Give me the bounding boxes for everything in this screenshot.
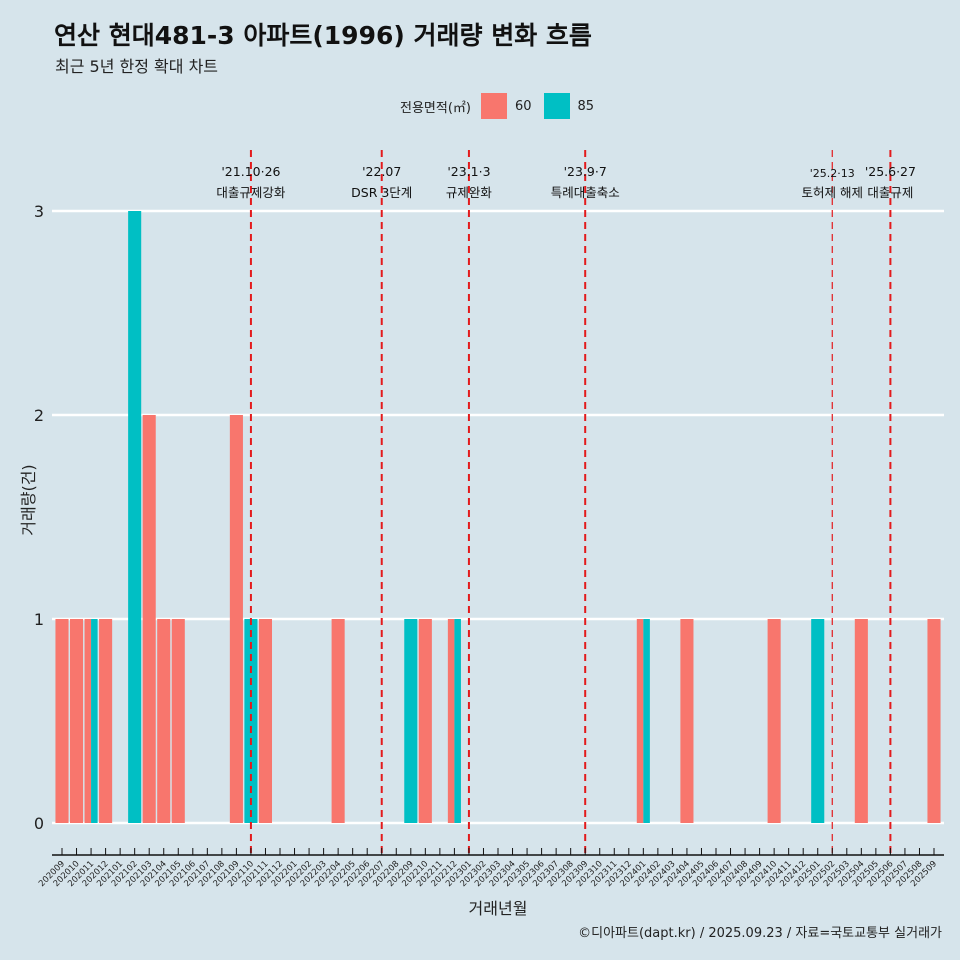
legend-title: 전용면적(㎡) — [400, 100, 471, 116]
bar-60 — [69, 619, 84, 823]
chart-title: 연산 현대481-3 아파트(1996) 거래량 변화 흐름 — [54, 21, 592, 50]
chart-subtitle: 최근 5년 한정 확대 차트 — [55, 57, 219, 76]
bar-60 — [99, 619, 113, 823]
bar-60 — [927, 619, 941, 823]
bar-60 — [636, 619, 644, 823]
bar-60 — [447, 619, 455, 823]
bar-60 — [229, 415, 243, 823]
y-axis-title: 거래량(건) — [19, 464, 38, 535]
bar-60 — [767, 619, 781, 823]
y-tick-label: 3 — [34, 202, 44, 221]
legend-swatch-60 — [480, 93, 507, 119]
bar-85 — [643, 619, 650, 823]
event-date: '21.10·26 — [221, 164, 280, 179]
event-date: '25.6·27 — [865, 164, 916, 179]
bar-60 — [854, 619, 868, 823]
bar-60 — [418, 619, 432, 823]
bar-85 — [454, 619, 461, 823]
event-label: 대출규제강화 — [216, 185, 286, 200]
bar-60 — [84, 619, 92, 823]
bar-85 — [811, 619, 825, 823]
event-label: 규제완화 — [446, 185, 493, 200]
bar-60 — [55, 619, 69, 823]
event-date: '25.2·13 — [810, 167, 855, 180]
bar-85 — [244, 619, 258, 823]
event-date: '23.9·7 — [564, 164, 607, 179]
event-date: '22.07 — [362, 164, 401, 179]
y-tick-label: 0 — [34, 814, 44, 833]
y-tick-label: 2 — [34, 406, 44, 425]
event-label: 특례대출축소 — [551, 185, 620, 200]
bar-85 — [404, 619, 418, 823]
x-axis-title: 거래년월 — [469, 899, 528, 918]
legend: 전용면적(㎡) 60 85 — [400, 93, 594, 119]
bar-60 — [142, 415, 156, 823]
bar-60 — [331, 619, 345, 823]
bar-60 — [258, 619, 273, 823]
y-tick-label: 1 — [34, 610, 44, 629]
event-label: 토허제 해제 — [802, 185, 863, 200]
legend-label-60: 60 — [514, 98, 532, 114]
caption: ©디아파트(dapt.kr) / 2025.09.23 / 자료=국토교통부 실… — [578, 926, 942, 941]
legend-swatch-85 — [543, 93, 570, 119]
bar-85 — [128, 211, 142, 823]
bar-60 — [157, 619, 171, 823]
legend-label-85: 85 — [577, 98, 595, 114]
event-date: '23.1·3 — [447, 164, 490, 179]
bar-60 — [171, 619, 185, 823]
event-label: 대출규제 — [867, 185, 913, 200]
bar-60 — [680, 619, 694, 823]
event-label: DSR 3단계 — [351, 185, 412, 200]
bar-85 — [91, 619, 98, 823]
